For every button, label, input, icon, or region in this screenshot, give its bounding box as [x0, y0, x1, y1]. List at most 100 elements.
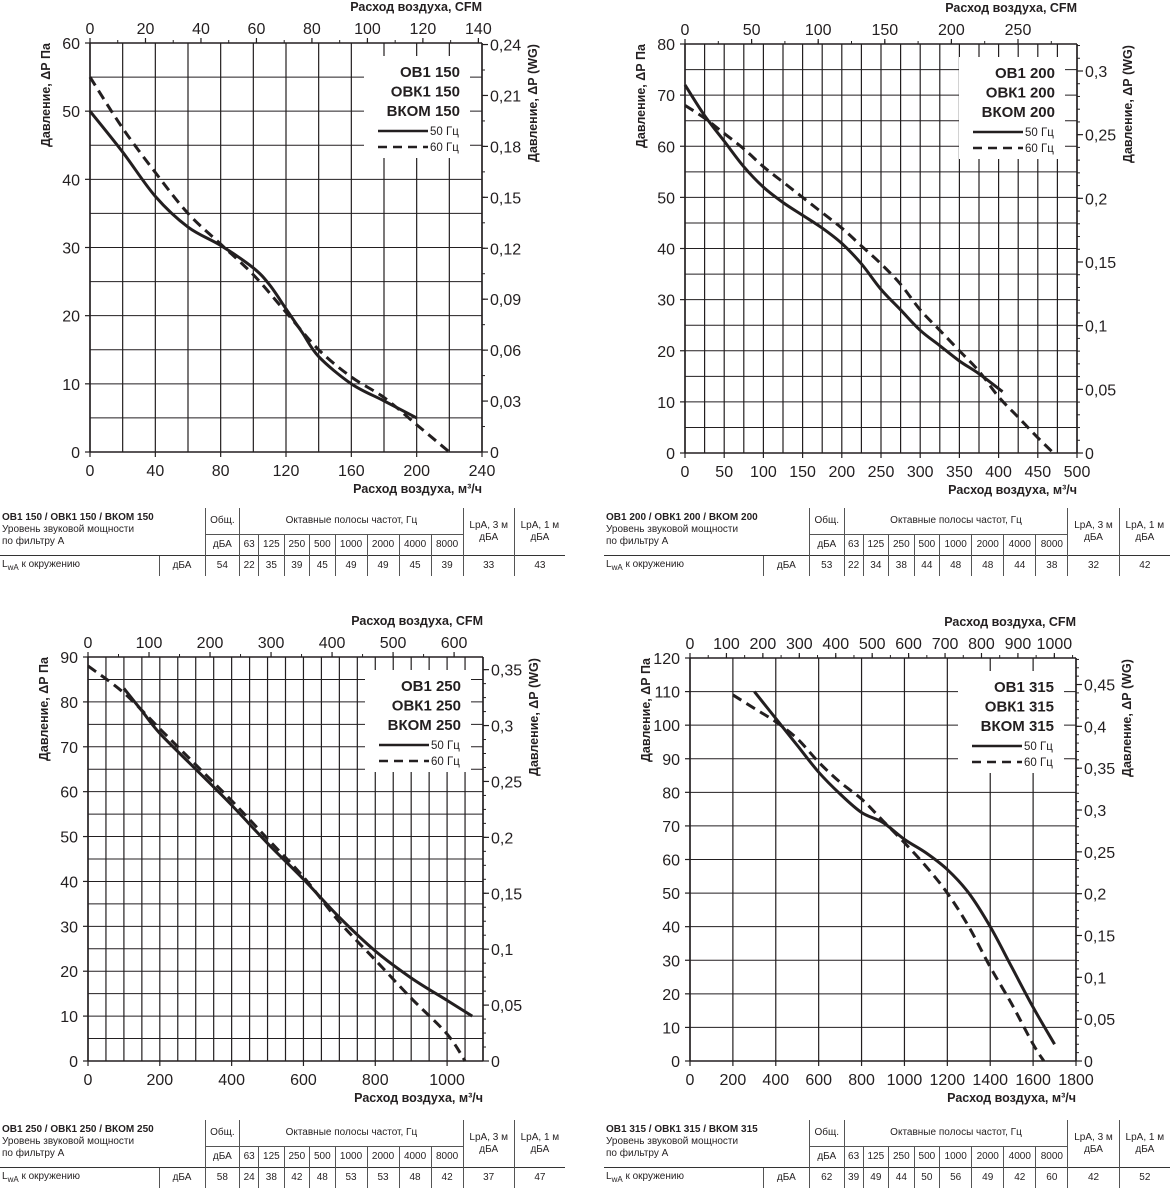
frequency-label: 2000 — [971, 534, 1004, 556]
x-axis-title: Расход воздуха, м³/ч — [353, 482, 482, 496]
x-tick-label: 450 — [1024, 464, 1051, 481]
band-value: 38 — [258, 1167, 285, 1188]
table-header-row: ОВ1 200 / ОВК1 200 / ВКОМ 200 Уровень зву… — [604, 508, 1170, 556]
y-tick-label: 90 — [662, 752, 680, 769]
lpa3-value: 42 — [1067, 1167, 1120, 1188]
y2-tick-label: 0 — [491, 1054, 500, 1071]
y2-tick-label: 0,3 — [1084, 803, 1106, 820]
y-tick-label: 0 — [69, 1054, 78, 1071]
frequency-label: 500 — [913, 534, 940, 556]
x2-tick-label: 500 — [380, 635, 407, 652]
y2-tick-label: 0,05 — [1085, 382, 1116, 399]
total-unit: дБА — [808, 534, 845, 556]
band-value: 48 — [971, 555, 1004, 576]
band-value: 50 — [913, 1167, 940, 1188]
row-label-sub: wA — [7, 562, 19, 572]
y-tick-label: 30 — [657, 293, 675, 310]
row-label: LwA к окружению — [604, 555, 764, 576]
row-label-rest: к окружению — [622, 558, 684, 570]
y2-tick-label: 0 — [1084, 1054, 1093, 1071]
y-tick-label: 80 — [662, 785, 680, 802]
y-tick-label: 60 — [62, 36, 80, 53]
frequency-label: 2000 — [971, 1146, 1004, 1168]
y-tick-label: 80 — [60, 695, 78, 712]
x-tick-label: 1000 — [429, 1072, 465, 1089]
lpa-header-label: LpA, 1 м — [1125, 1131, 1165, 1143]
band-value: 42 — [430, 1167, 464, 1188]
row-label-sub: wA — [611, 562, 623, 572]
y-tick-label: 40 — [60, 874, 78, 891]
table-frequency-row: дБА 63 125 250 500 1000 2000 4000 8000 — [0, 534, 565, 556]
lpa-header-label: LpA, 1 м — [520, 519, 560, 531]
x2-tick-label: 600 — [895, 636, 922, 653]
row-unit: дБА — [158, 555, 206, 576]
row-label-rest: к окружению — [18, 558, 80, 570]
x2-tick-label: 140 — [465, 21, 492, 38]
x-tick-label: 400 — [985, 464, 1012, 481]
x-tick-label: 800 — [362, 1072, 389, 1089]
total-value: 54 — [204, 555, 240, 576]
series-line-50hz — [122, 687, 474, 1018]
table-subtitle: по фильтру А — [2, 536, 65, 547]
legend-label-1: 50 Гц — [1024, 741, 1053, 753]
x2-tick-label: 100 — [713, 636, 740, 653]
y2-tick-label: 0,12 — [490, 241, 521, 258]
lpa1-value: 52 — [1118, 1167, 1170, 1188]
y2-tick-label: 0,2 — [1085, 191, 1107, 208]
x2-tick-label: 100 — [354, 21, 381, 38]
model-title: ОВК1 150 — [391, 84, 460, 101]
band-value: 44 — [888, 1167, 915, 1188]
lpa3-header: LpA, 3 м дБА — [1067, 1120, 1120, 1168]
band-value: 45 — [398, 555, 432, 576]
model-title: ОВ1 150 — [400, 64, 460, 81]
table-title: ОВ1 150 / ОВК1 150 / ВКОМ 150 — [2, 512, 154, 523]
frequency-label: 250 — [283, 534, 310, 556]
frequency-label: 1000 — [939, 534, 972, 556]
model-title: ВКОМ 150 — [387, 103, 460, 120]
x-tick-label: 0 — [686, 1072, 695, 1089]
frequency-label: 4000 — [1003, 534, 1036, 556]
y-tick-label: 30 — [662, 953, 680, 970]
x2-tick-label: 600 — [441, 635, 468, 652]
x-tick-label: 200 — [403, 463, 430, 480]
lpa-header-label: LpA, 3 м — [1074, 519, 1113, 531]
sound-table-3: ОВ1 250 / ОВК1 250 / ВКОМ 250 Уровень зву… — [0, 1120, 565, 1188]
x2-tick-label: 1000 — [1037, 636, 1073, 653]
x2-tick-label: 800 — [968, 636, 995, 653]
row-label-main: L — [606, 1170, 612, 1182]
legend-box — [958, 671, 1064, 773]
y-tick-label: 10 — [60, 1009, 78, 1026]
y-tick-label: 10 — [662, 1020, 680, 1037]
x2-tick-label: 200 — [750, 636, 777, 653]
frequency-label: 8000 — [430, 1146, 464, 1168]
octave-header: Октавные полосы частот, Гц — [239, 508, 464, 535]
y2-tick-label: 0,35 — [1084, 761, 1115, 778]
frequency-label: 1000 — [334, 534, 368, 556]
y2-tick-label: 0,15 — [1085, 255, 1116, 272]
x-tick-label: 800 — [848, 1072, 875, 1089]
x2-tick-label: 300 — [786, 636, 813, 653]
legend-box — [365, 670, 471, 772]
table-label: ОВ1 200 / ОВК1 200 / ВКОМ 200 Уровень зву… — [604, 508, 809, 556]
y2-tick-label: 0,09 — [490, 292, 521, 309]
octave-header: Октавные полосы частот, Гц — [239, 1120, 464, 1147]
table-label: ОВ1 250 / ОВК1 250 / ВКОМ 250 Уровень зву… — [0, 1120, 205, 1168]
x2-tick-label: 20 — [137, 21, 155, 38]
x2-tick-label: 700 — [932, 636, 959, 653]
y-tick-label: 20 — [662, 987, 680, 1004]
legend-label-1: 50 Гц — [1025, 127, 1054, 139]
y-axis-title: Давление, ΔР Па — [39, 42, 53, 147]
y2-tick-label: 0,18 — [490, 139, 521, 156]
model-title: ВКОМ 200 — [982, 104, 1055, 121]
series-line-60hz — [87, 664, 467, 1062]
total-unit: дБА — [204, 534, 240, 556]
table-title: ОВ1 250 / ОВК1 250 / ВКОМ 250 — [2, 1124, 154, 1135]
y-tick-label: 40 — [62, 172, 80, 189]
lpa-header-label: LpA, 3 м — [469, 1131, 508, 1143]
x2-tick-label: 400 — [319, 635, 346, 652]
band-value: 49 — [971, 1167, 1004, 1188]
lpa-unit: дБА — [530, 1143, 550, 1155]
y-axis-title: Давление, ΔР Па — [634, 43, 648, 148]
